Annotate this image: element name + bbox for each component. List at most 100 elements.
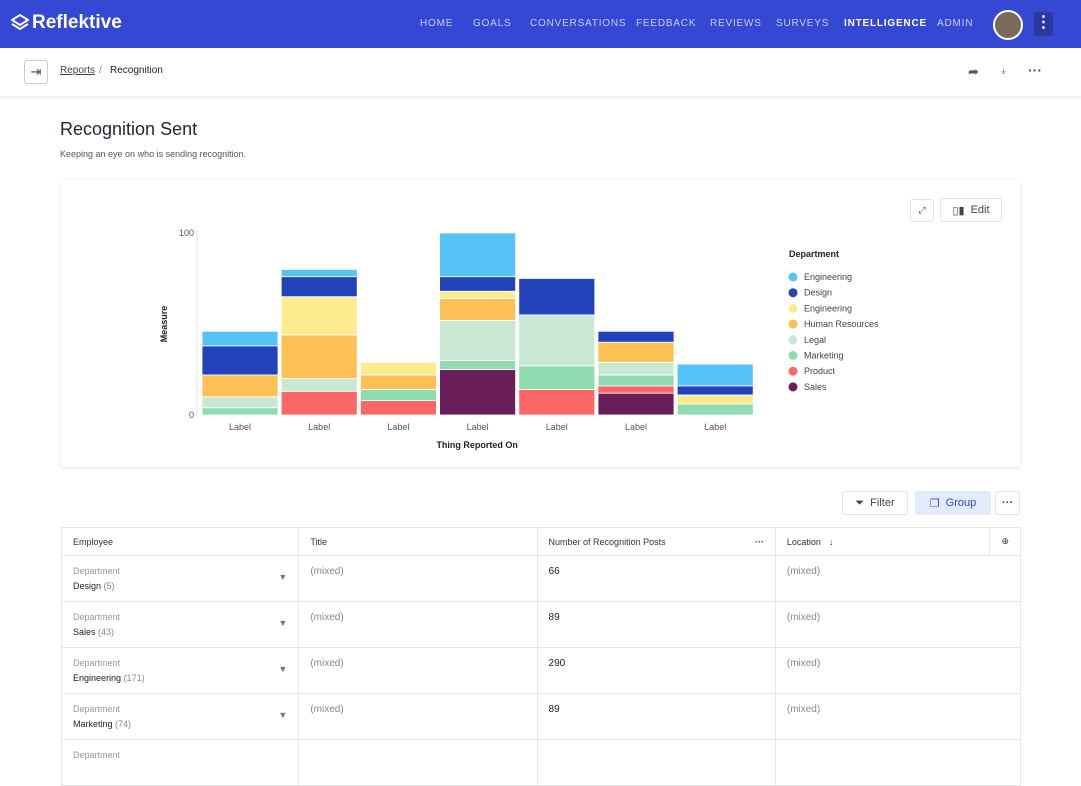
filter-label: Filter — [870, 497, 895, 509]
bar-segment — [280, 390, 358, 416]
filter-icon: ⏷ — [855, 496, 865, 509]
legend-label: Design — [804, 288, 832, 298]
legend-swatch — [788, 351, 798, 360]
bar-segment — [676, 403, 754, 416]
expand-button[interactable]: ⤢ — [910, 199, 934, 222]
page-title: Recognition Sent — [60, 119, 198, 139]
legend-label: Marketing — [804, 351, 844, 361]
location-cell: (mixed) — [774, 555, 1022, 602]
legend-swatch — [788, 382, 798, 392]
nav-item[interactable]: SURVEYS — [776, 18, 830, 29]
table-more-button[interactable]: ··· — [995, 491, 1020, 515]
bar-segment — [439, 369, 517, 416]
sub-bar: ⇥ ➦ ⍖ ··· — [0, 48, 1081, 96]
collapse-button[interactable]: ⇥ — [24, 60, 48, 84]
breadcrumb-link[interactable]: Reports — [60, 65, 96, 76]
expand-caret[interactable]: ▼ — [278, 572, 288, 582]
brand[interactable]: Reflektive — [32, 12, 122, 33]
column-header[interactable]: Location ↓ — [774, 527, 991, 556]
legend-swatch — [788, 272, 798, 282]
group-label: Department — [73, 704, 121, 714]
nav-item[interactable]: REVIEWS — [710, 18, 762, 29]
x-tick-label: Label — [467, 422, 489, 432]
group-value: Marketing — [73, 719, 113, 729]
bar-segment — [597, 341, 675, 363]
employee-cell: ▼ Department Sales (43) — [60, 601, 300, 648]
nav-item[interactable]: CONVERSATIONS — [530, 18, 627, 29]
nav-item[interactable]: FEEDBACK — [636, 18, 697, 29]
column-header[interactable]: Title — [298, 527, 538, 556]
bar-segment — [518, 314, 596, 367]
y-tick-label: 0 — [189, 410, 194, 420]
pin-icon[interactable]: ⍖ — [1000, 64, 1008, 78]
bar-segment — [518, 278, 596, 316]
bar-segment — [518, 389, 596, 416]
empty-cell — [298, 739, 538, 786]
nav-item[interactable]: INTELLIGENCE — [844, 18, 927, 29]
group-name: Marketing (74) — [73, 719, 287, 729]
avatar[interactable] — [993, 10, 1023, 40]
bar-segment — [676, 363, 754, 387]
share-icon[interactable]: ➦ — [968, 64, 979, 79]
group-label: Department — [73, 612, 121, 622]
location-cell: (mixed) — [774, 693, 1022, 740]
posts-cell: 89 — [536, 601, 776, 648]
group-name: Sales (43) — [73, 627, 287, 637]
bar-segment — [676, 385, 754, 396]
page-subtitle: Keeping an eye on who is sending recogni… — [60, 149, 247, 159]
table-row: ▼ Department Marketing (74) (mixed) 89 (mixed… — [60, 693, 1022, 740]
expand-caret[interactable]: ▼ — [278, 618, 288, 628]
breadcrumb-sep: / — [99, 65, 102, 76]
empty-cell — [774, 739, 1022, 786]
x-tick-label: Label — [387, 422, 409, 432]
bar-segment — [439, 276, 517, 292]
bar-segment — [597, 330, 675, 343]
x-tick-label: Label — [546, 422, 568, 432]
data-table: Employee Title Number of Recognition Posts… — [60, 527, 1022, 786]
group-value: Sales — [73, 627, 96, 637]
bar-segment — [280, 296, 358, 336]
menu-button[interactable]: ⋮ — [1034, 12, 1053, 36]
group-count: (5) — [103, 581, 115, 591]
group-label: Group — [945, 497, 977, 509]
filter-button[interactable]: ⏷ Filter — [842, 491, 908, 515]
legend-title: Department — [789, 249, 839, 259]
group-button[interactable]: ❐ Group — [915, 491, 991, 515]
group-icon: ❐ — [929, 497, 940, 510]
group-count: (43) — [98, 627, 115, 637]
bar-segment — [280, 378, 358, 392]
legend-swatch — [788, 319, 798, 329]
posts-cell: 290 — [536, 647, 776, 694]
edit-button[interactable]: ▯▮ Edit — [940, 198, 1002, 222]
add-column[interactable]: ⊕ — [989, 527, 1021, 556]
bar-segment — [676, 394, 754, 405]
bar-segment — [280, 276, 358, 298]
sort-icon: ↓ — [828, 536, 834, 547]
bar-segment — [359, 400, 437, 416]
header-row: Employee Title Number of Recognition Posts… — [60, 527, 1021, 556]
nav-item[interactable]: GOALS — [473, 18, 512, 29]
column-title: Number of Recognition Posts — [548, 536, 666, 547]
column-header[interactable]: Number of Recognition Posts ··· — [536, 527, 776, 556]
expand-caret[interactable]: ▼ — [278, 664, 288, 674]
group-value: Engineering — [73, 673, 122, 683]
more-icon[interactable]: ··· — [1028, 62, 1042, 78]
edit-label: Edit — [970, 204, 990, 216]
edit-icon: ▯▮ — [952, 204, 965, 217]
bar-segment — [359, 374, 437, 390]
title-cell: (mixed) — [298, 555, 538, 602]
expand-caret[interactable]: ▼ — [278, 710, 288, 720]
logo-icon — [11, 14, 29, 31]
legend-swatch — [788, 303, 798, 313]
group-name: Engineering (171) — [73, 673, 287, 683]
legend-label: Engineering — [804, 303, 852, 313]
breadcrumb-current: Recognition — [110, 65, 163, 76]
bar-segment — [597, 392, 675, 416]
column-header[interactable]: Employee — [60, 527, 300, 556]
table-body: ▼ Department Design (5) (mixed) 66 (mixed) ▼ De… — [60, 555, 1022, 786]
nav-item[interactable]: ADMIN — [937, 18, 974, 29]
chart-card: ⤢ ▯▮ Edit 0 100 Measure Thing Reported On Lab… — [61, 180, 1020, 467]
nav-item[interactable]: HOME — [420, 18, 454, 29]
bar-segment — [201, 396, 279, 409]
top-bar: Reflektive HOME GOALS CONVERSATIONS FEEDBAC… — [0, 0, 1081, 48]
